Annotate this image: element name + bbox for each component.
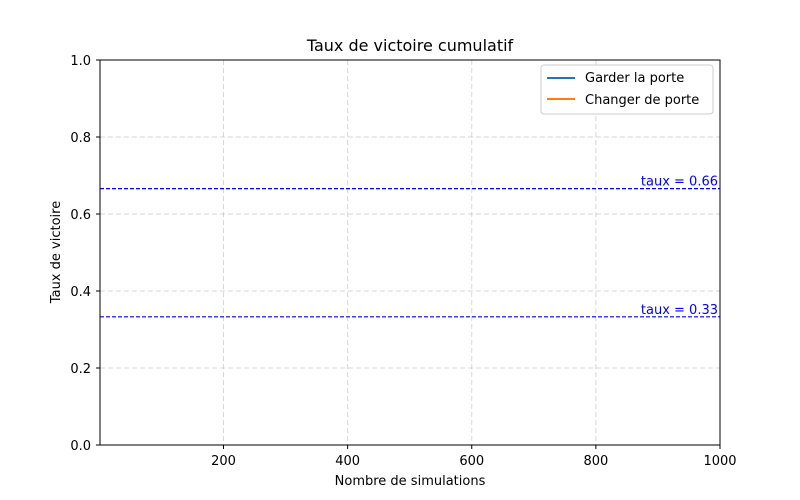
y-tick-label: 1.0: [70, 54, 91, 69]
x-axis-ticks: 200 400 600 800 1000: [211, 445, 737, 469]
x-tick-label: 800: [583, 454, 608, 469]
y-axis-label: Taux de victoire: [49, 201, 64, 304]
legend-label-keep: Garder la porte: [585, 71, 684, 86]
legend-box: [540, 64, 714, 115]
y-tick-label: 0.8: [70, 131, 91, 146]
y-tick-label: 0.2: [70, 362, 91, 377]
reference-lines: taux = 0.66 taux = 0.33: [100, 175, 720, 318]
y-tick-label: 0.6: [70, 208, 91, 223]
grid: [100, 59, 721, 446]
x-tick-label: 1000: [703, 454, 736, 469]
legend-label-switch: Changer de porte: [585, 93, 699, 108]
y-tick-label: 0.0: [70, 439, 91, 454]
y-tick-label: 0.4: [70, 285, 91, 300]
reference-line-label: taux = 0.33: [641, 303, 718, 318]
x-tick-label: 200: [211, 454, 236, 469]
chart-title: Taux de victoire cumulatif: [306, 36, 514, 55]
plot-frame: [99, 59, 721, 446]
x-tick-label: 600: [459, 454, 484, 469]
x-axis-label: Nombre de simulations: [335, 474, 486, 489]
x-tick-label: 400: [335, 454, 360, 469]
y-axis-ticks: 0.0 0.2 0.4 0.6 0.8 1.0: [70, 54, 100, 454]
reference-line-label: taux = 0.66: [641, 175, 718, 190]
legend: Garder la porte Changer de porte: [540, 64, 714, 115]
